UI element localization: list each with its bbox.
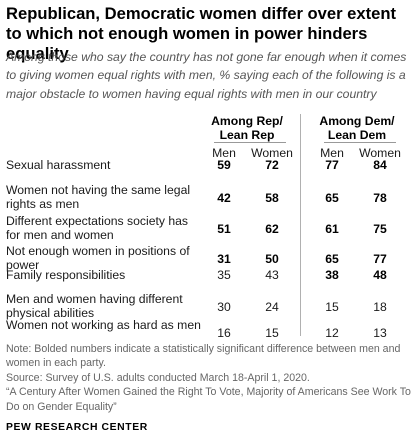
cell-dem-men: 65 <box>325 191 339 205</box>
column-header-dem-women: Women <box>359 146 401 160</box>
cell-dem-men: 15 <box>325 300 339 314</box>
cell-rep-women: 72 <box>265 158 279 172</box>
row-label: Women not having the same legal rights a… <box>6 183 191 212</box>
cell-dem-women: 75 <box>373 222 387 236</box>
cell-rep-women: 50 <box>265 252 279 266</box>
cell-dem-men: 77 <box>325 158 339 172</box>
pew-logo: PEW RESEARCH CENTER <box>6 422 148 433</box>
group-header-dem: Among Dem/ Lean Dem <box>319 114 395 142</box>
cell-rep-men: 59 <box>217 158 231 172</box>
cell-rep-women: 24 <box>265 300 279 314</box>
cell-dem-women: 48 <box>373 268 387 282</box>
cell-rep-women: 43 <box>265 268 279 282</box>
cell-rep-men: 30 <box>217 300 231 314</box>
cell-dem-men: 61 <box>325 222 339 236</box>
note-text: Note: Bolded numbers indicate a statisti… <box>6 343 401 370</box>
party-separator <box>300 114 301 336</box>
cell-rep-women: 15 <box>265 326 279 340</box>
notes: Note: Bolded numbers indicate a statisti… <box>6 342 416 414</box>
cell-rep-women: 62 <box>265 222 279 236</box>
cell-dem-men: 65 <box>325 252 339 266</box>
cell-dem-men: 38 <box>325 268 339 282</box>
group-underline-rep <box>214 142 286 143</box>
report-title: “A Century After Women Gained the Right … <box>6 386 411 413</box>
row-label: Women not working as hard as men <box>6 318 201 332</box>
cell-dem-women: 84 <box>373 158 387 172</box>
row-label: Not enough women in positions of power <box>6 244 190 273</box>
column-header-rep-men: Men <box>212 146 236 160</box>
chart-title: Republican, Democratic women differ over… <box>6 4 397 63</box>
row-label: Men and women having different physical … <box>6 292 183 321</box>
chart-subtitle: Among those who say the country has not … <box>6 50 407 101</box>
group-underline-dem <box>324 142 396 143</box>
cell-rep-men: 51 <box>217 222 231 236</box>
group-header-rep: Among Rep/ Lean Rep <box>211 114 283 142</box>
cell-dem-women: 77 <box>373 252 387 266</box>
cell-rep-men: 35 <box>217 268 231 282</box>
cell-rep-men: 31 <box>217 252 231 266</box>
row-label: Sexual harassment <box>6 158 111 172</box>
cell-dem-women: 78 <box>373 191 387 205</box>
cell-dem-women: 18 <box>373 300 387 314</box>
cell-dem-women: 13 <box>373 326 387 340</box>
cell-rep-men: 42 <box>217 191 231 205</box>
cell-rep-men: 16 <box>217 326 231 340</box>
cell-rep-women: 58 <box>265 191 279 205</box>
source-text: Source: Survey of U.S. adults conducted … <box>6 371 310 384</box>
cell-dem-men: 12 <box>325 326 339 340</box>
column-header-rep-women: Women <box>251 146 293 160</box>
row-label: Family responsibilities <box>6 268 126 282</box>
row-label: Different expectations society has for m… <box>6 214 189 243</box>
column-header-dem-men: Men <box>320 146 344 160</box>
